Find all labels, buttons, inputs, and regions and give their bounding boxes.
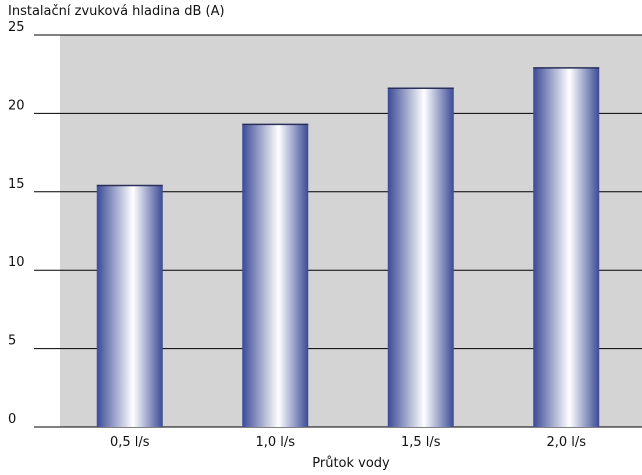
y-tick-label: 0 bbox=[8, 412, 16, 427]
y-tick-label: 15 bbox=[8, 177, 25, 192]
y-tick-label: 25 bbox=[8, 20, 25, 35]
x-tick-label: 1,0 l/s bbox=[255, 435, 295, 450]
x-tick-label: 2,0 l/s bbox=[546, 435, 586, 450]
bar bbox=[387, 88, 454, 427]
y-axis-label: Instalační zvuková hladina dB (A) bbox=[8, 4, 225, 19]
bar bbox=[533, 67, 600, 427]
x-tick-label: 1,5 l/s bbox=[401, 435, 441, 450]
y-tick-label: 5 bbox=[8, 334, 16, 349]
x-axis-label: Průtok vody bbox=[312, 456, 390, 471]
y-tick-label: 10 bbox=[8, 255, 25, 270]
x-tick-label: 0,5 l/s bbox=[110, 435, 150, 450]
y-tick-label: 20 bbox=[8, 98, 25, 113]
bar bbox=[242, 124, 309, 427]
bar bbox=[96, 185, 163, 427]
